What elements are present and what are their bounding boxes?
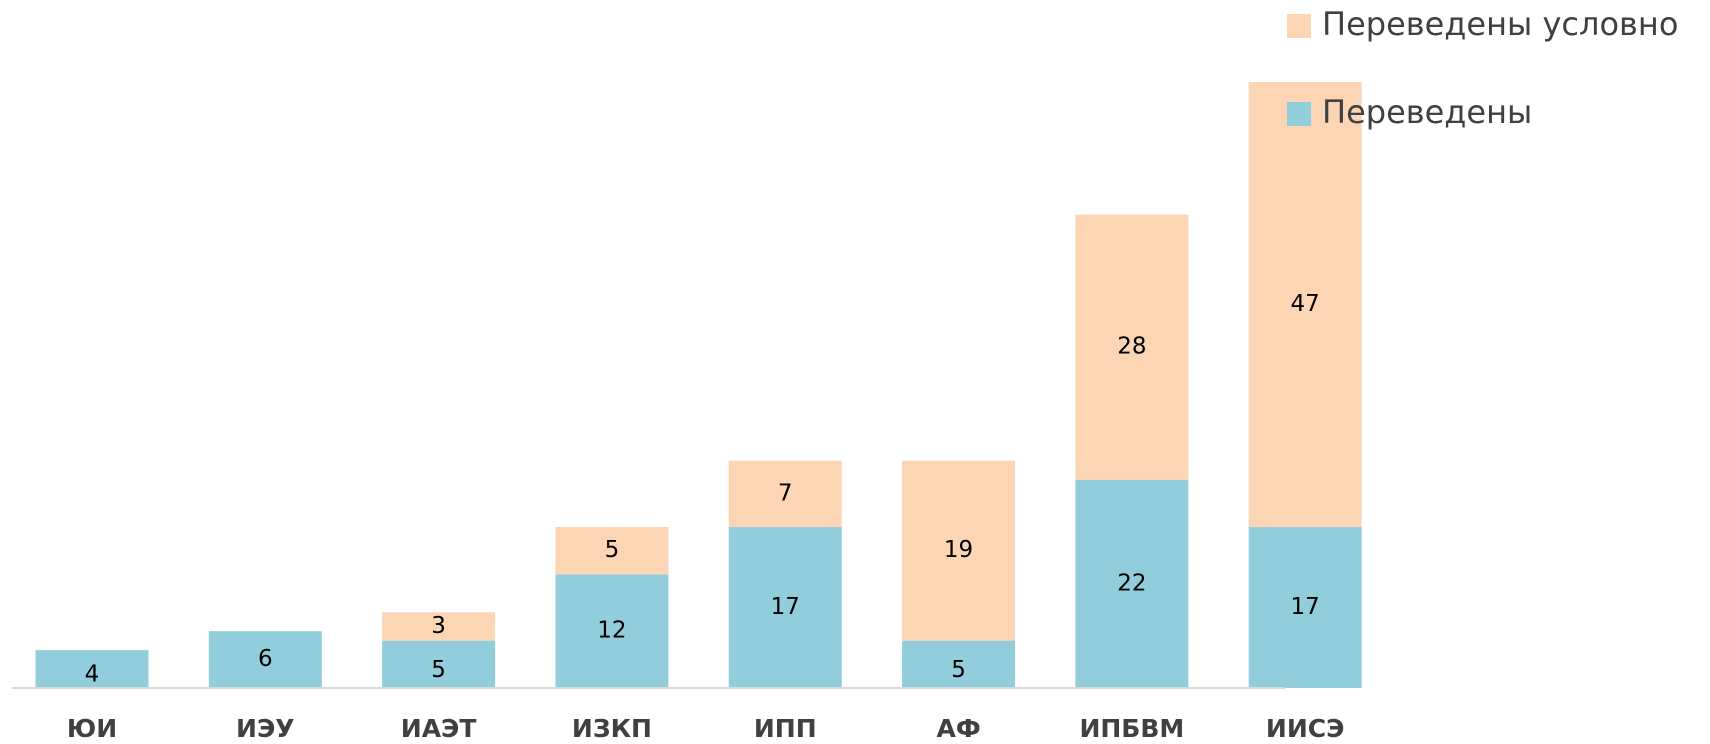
bar-segment (208, 631, 322, 688)
x-tick-label: АФ (936, 714, 980, 743)
data-label: 3 (431, 613, 446, 639)
bar-segment (728, 527, 842, 688)
data-label: 28 (1117, 334, 1146, 360)
bar-segment (35, 650, 149, 688)
bar-segment (902, 640, 1016, 688)
x-tick-label: ИАЭТ (401, 714, 477, 743)
x-tick-label: ЮИ (67, 714, 117, 743)
bar-segment (382, 612, 496, 641)
data-label: 19 (944, 537, 973, 563)
bar-segment (1248, 82, 1362, 528)
x-tick-label: ИПП (754, 714, 817, 743)
bar-segment (382, 640, 496, 688)
data-label: 47 (1291, 291, 1320, 317)
data-label: 12 (597, 618, 626, 644)
data-label: 17 (771, 594, 800, 620)
legend-swatch (1287, 102, 1311, 126)
data-label: 5 (431, 657, 446, 683)
data-label: 4 (85, 662, 100, 688)
data-label: 17 (1291, 594, 1320, 620)
x-tick-label: ИИСЭ (1266, 714, 1345, 743)
bar-segment (555, 527, 669, 575)
legend-swatch (1287, 14, 1311, 38)
data-label: 22 (1117, 570, 1146, 596)
legend-label: Переведены условно (1322, 5, 1678, 43)
x-tick-label: ИПБВМ (1079, 714, 1184, 743)
bar-segment (902, 460, 1016, 641)
x-tick-label: ИЭУ (236, 714, 295, 743)
data-label: 5 (605, 537, 620, 563)
bar-segment (1075, 214, 1189, 480)
bar-segment (555, 574, 669, 688)
data-label: 6 (258, 646, 273, 672)
legend-label: Переведены (1322, 93, 1532, 131)
data-label: 7 (778, 480, 793, 506)
bar-segment (728, 460, 842, 528)
data-label: 5 (951, 657, 966, 683)
x-tick-label: ИЗКП (572, 714, 652, 743)
bar-segment (1075, 479, 1189, 688)
bar-segment (1248, 527, 1362, 688)
